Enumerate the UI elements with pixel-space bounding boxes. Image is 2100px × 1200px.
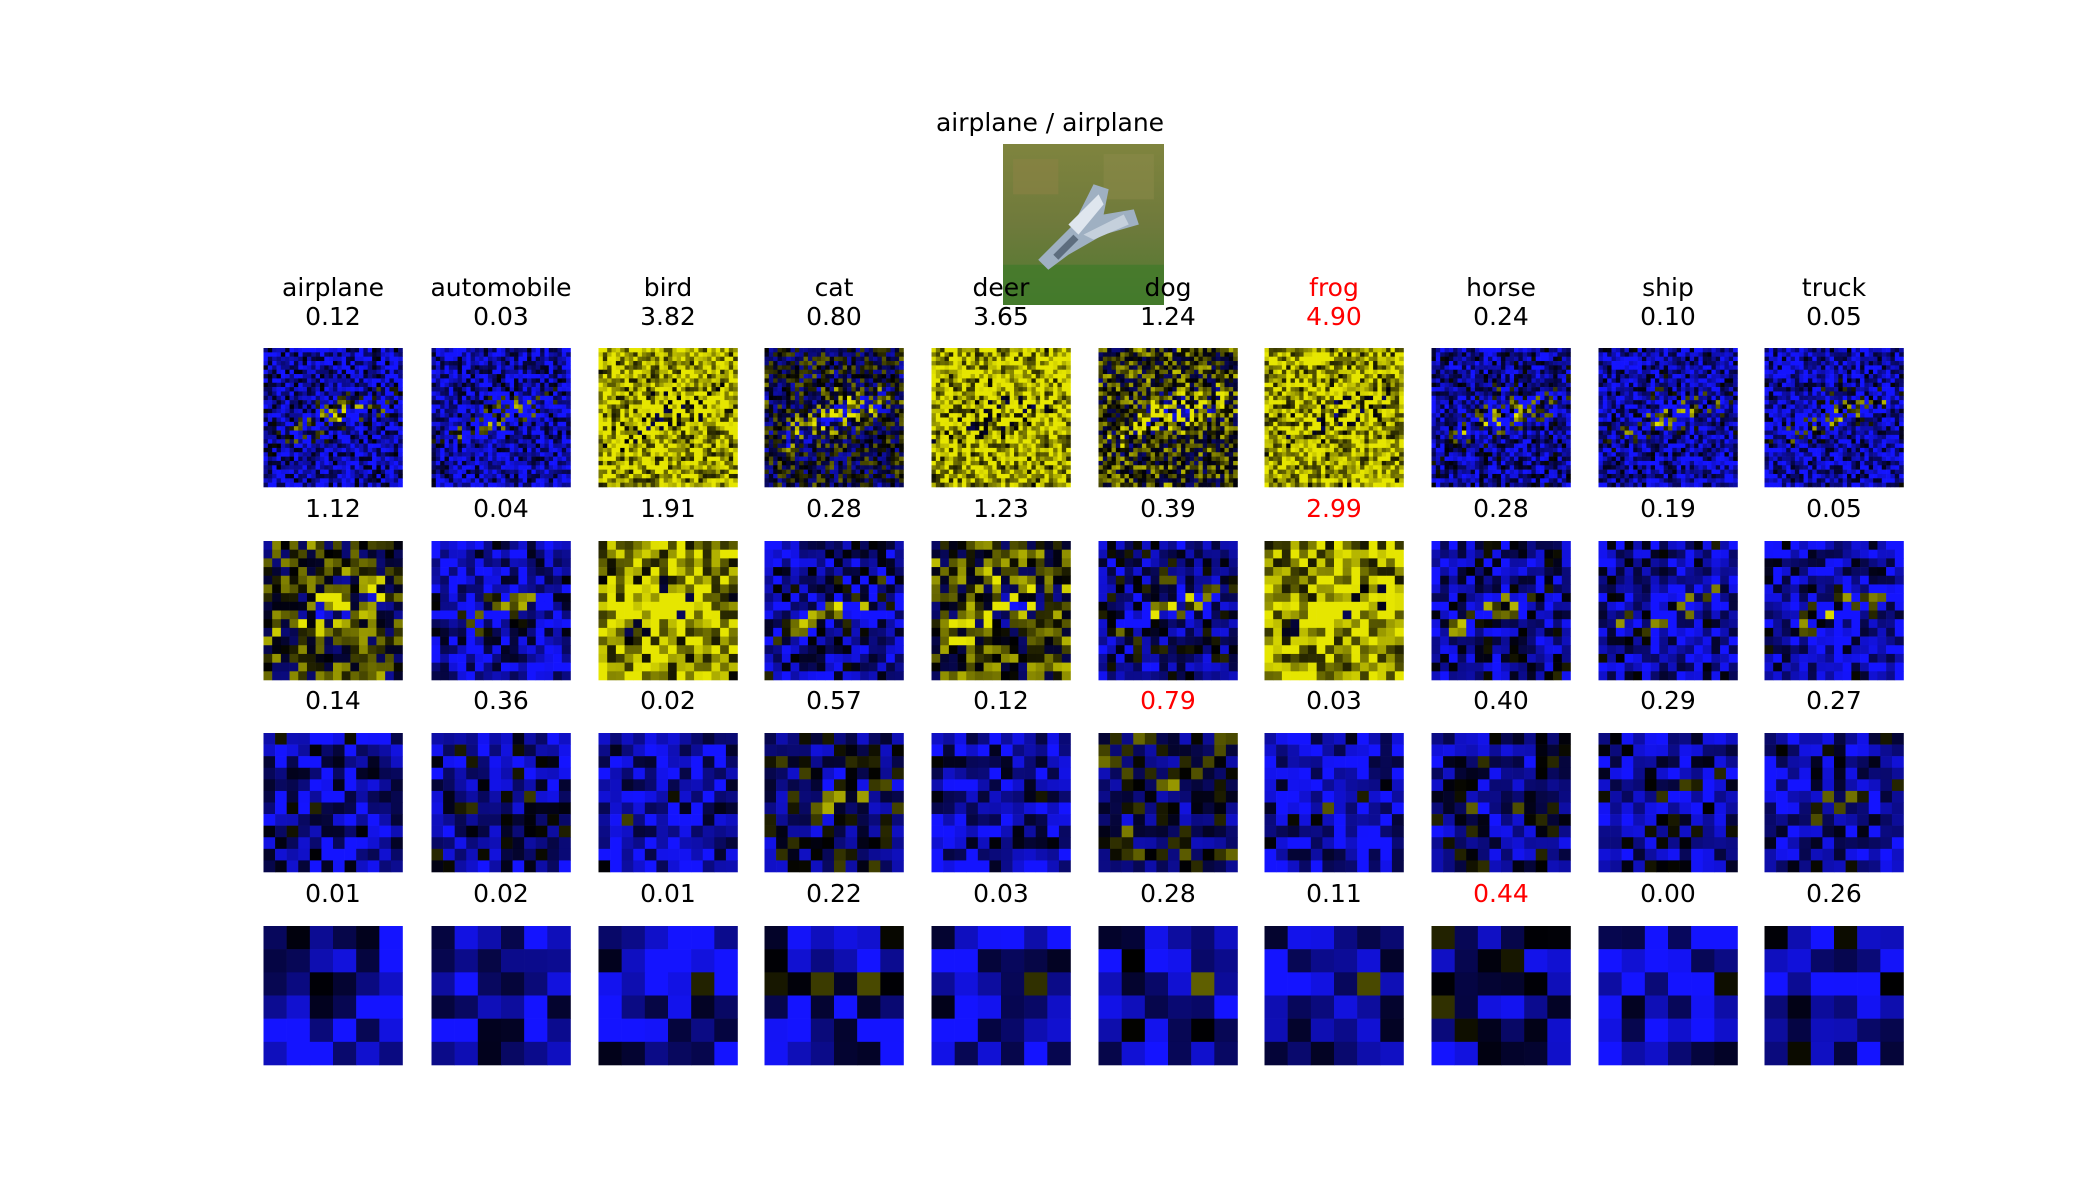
heatmap-layer3-bird — [598, 733, 738, 873]
heatmap-layer2-truck — [1764, 541, 1904, 681]
score-layer2-frog: 2.99 — [1306, 494, 1362, 523]
heatmap-layer1-airplane — [263, 348, 403, 488]
score-layer3-airplane: 0.14 — [305, 686, 361, 715]
score-layer1-bird: 3.82 — [640, 302, 696, 331]
heatmap-layer2-ship — [1598, 541, 1738, 681]
score-layer2-bird: 1.91 — [640, 494, 696, 523]
score-layer4-cat: 0.22 — [806, 879, 862, 908]
score-layer4-airplane: 0.01 — [305, 879, 361, 908]
heatmap-layer3-ship — [1598, 733, 1738, 873]
heatmap-layer1-cat — [764, 348, 904, 488]
score-layer3-automobile: 0.36 — [473, 686, 529, 715]
score-layer4-bird: 0.01 — [640, 879, 696, 908]
heatmap-layer1-automobile — [431, 348, 571, 488]
score-layer2-horse: 0.28 — [1473, 494, 1529, 523]
heatmap-layer2-dog — [1098, 541, 1238, 681]
score-layer2-deer: 1.23 — [973, 494, 1029, 523]
heatmap-layer1-deer — [931, 348, 1071, 488]
heatmap-layer3-horse — [1431, 733, 1571, 873]
score-layer2-dog: 0.39 — [1140, 494, 1196, 523]
score-layer3-truck: 0.27 — [1806, 686, 1862, 715]
column-label-cat: cat — [814, 273, 854, 302]
heatmap-layer1-dog — [1098, 348, 1238, 488]
heatmap-layer1-truck — [1764, 348, 1904, 488]
column-label-ship: ship — [1642, 273, 1694, 302]
heatmap-layer4-bird — [598, 926, 738, 1066]
column-label-dog: dog — [1144, 273, 1192, 302]
score-layer3-deer: 0.12 — [973, 686, 1029, 715]
score-layer1-frog: 4.90 — [1306, 302, 1362, 331]
heatmap-layer1-frog — [1264, 348, 1404, 488]
input-image-airplane — [1003, 144, 1164, 305]
score-layer1-cat: 0.80 — [806, 302, 862, 331]
score-layer4-frog: 0.11 — [1306, 879, 1362, 908]
heatmap-layer3-cat — [764, 733, 904, 873]
heatmap-layer1-horse — [1431, 348, 1571, 488]
score-layer3-bird: 0.02 — [640, 686, 696, 715]
score-layer4-ship: 0.00 — [1640, 879, 1696, 908]
score-layer3-dog: 0.79 — [1140, 686, 1196, 715]
score-layer1-ship: 0.10 — [1640, 302, 1696, 331]
score-layer1-airplane: 0.12 — [305, 302, 361, 331]
heatmap-layer4-deer — [931, 926, 1071, 1066]
heatmap-layer4-frog — [1264, 926, 1404, 1066]
heatmap-layer4-dog — [1098, 926, 1238, 1066]
heatmap-layer2-automobile — [431, 541, 571, 681]
score-layer3-cat: 0.57 — [806, 686, 862, 715]
score-layer3-frog: 0.03 — [1306, 686, 1362, 715]
heatmap-layer1-ship — [1598, 348, 1738, 488]
heatmap-layer1-bird — [598, 348, 738, 488]
column-label-deer: deer — [972, 273, 1030, 302]
figure-title: airplane / airplane — [935, 108, 1165, 137]
score-layer4-horse: 0.44 — [1473, 879, 1529, 908]
score-layer1-deer: 3.65 — [973, 302, 1029, 331]
score-layer2-ship: 0.19 — [1640, 494, 1696, 523]
score-layer1-automobile: 0.03 — [473, 302, 529, 331]
score-layer2-airplane: 1.12 — [305, 494, 361, 523]
score-layer4-automobile: 0.02 — [473, 879, 529, 908]
score-layer4-truck: 0.26 — [1806, 879, 1862, 908]
heatmap-layer3-truck — [1764, 733, 1904, 873]
heatmap-layer4-airplane — [263, 926, 403, 1066]
heatmap-layer2-horse — [1431, 541, 1571, 681]
heatmap-layer4-horse — [1431, 926, 1571, 1066]
heatmap-layer4-automobile — [431, 926, 571, 1066]
column-label-airplane: airplane — [282, 273, 384, 302]
score-layer4-deer: 0.03 — [973, 879, 1029, 908]
heatmap-layer4-ship — [1598, 926, 1738, 1066]
heatmap-layer4-cat — [764, 926, 904, 1066]
column-label-horse: horse — [1466, 273, 1536, 302]
column-label-bird: bird — [643, 273, 693, 302]
column-label-frog: frog — [1309, 273, 1359, 302]
score-layer4-dog: 0.28 — [1140, 879, 1196, 908]
score-layer1-truck: 0.05 — [1806, 302, 1862, 331]
heatmap-layer2-frog — [1264, 541, 1404, 681]
column-label-truck: truck — [1801, 273, 1867, 302]
score-layer2-automobile: 0.04 — [473, 494, 529, 523]
heatmap-layer4-truck — [1764, 926, 1904, 1066]
score-layer1-dog: 1.24 — [1140, 302, 1196, 331]
score-layer3-ship: 0.29 — [1640, 686, 1696, 715]
heatmap-layer2-bird — [598, 541, 738, 681]
score-layer1-horse: 0.24 — [1473, 302, 1529, 331]
heatmap-layer3-automobile — [431, 733, 571, 873]
column-label-automobile: automobile — [430, 273, 572, 302]
heatmap-layer3-deer — [931, 733, 1071, 873]
heatmap-layer3-airplane — [263, 733, 403, 873]
heatmap-layer2-deer — [931, 541, 1071, 681]
heatmap-layer2-cat — [764, 541, 904, 681]
heatmap-layer3-frog — [1264, 733, 1404, 873]
heatmap-layer2-airplane — [263, 541, 403, 681]
heatmap-layer3-dog — [1098, 733, 1238, 873]
score-layer2-truck: 0.05 — [1806, 494, 1862, 523]
score-layer3-horse: 0.40 — [1473, 686, 1529, 715]
score-layer2-cat: 0.28 — [806, 494, 862, 523]
